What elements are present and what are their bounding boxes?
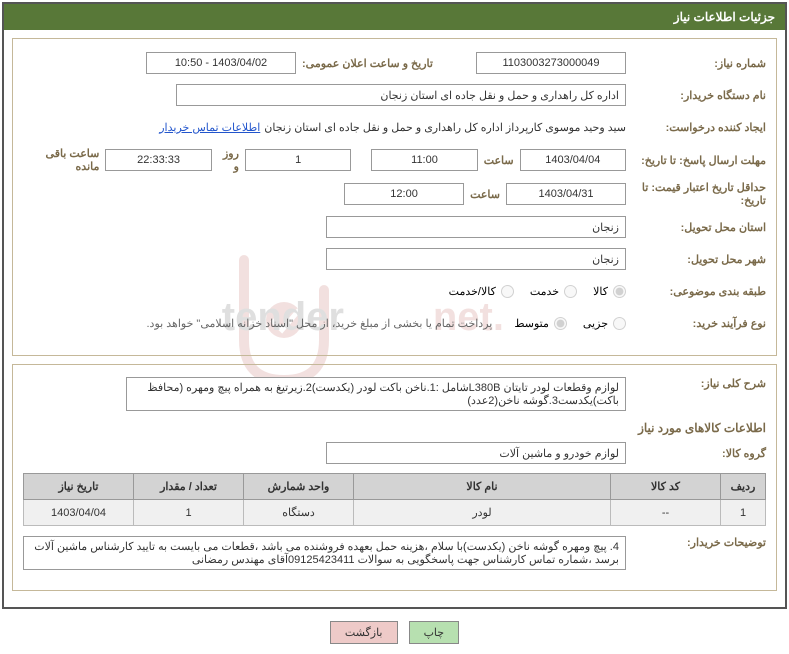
table-row: 1 -- لودر دستگاه 1 1403/04/04 <box>24 500 766 526</box>
back-button[interactable]: بازگشت <box>330 621 398 644</box>
deadline-time-field: 11:00 <box>371 149 477 171</box>
counter-field: 22:33:33 <box>105 149 211 171</box>
buy-radio-minor[interactable]: جزیی <box>571 317 626 330</box>
col-name: نام کالا <box>354 474 611 500</box>
valid-date-field: 1403/04/31 <box>506 183 626 205</box>
valid-label: حداقل تاریخ اعتبار قیمت: تا تاریخ: <box>626 181 766 207</box>
buy-note: پرداخت تمام یا بخشی از مبلغ خرید، از محل… <box>147 317 493 330</box>
deadline-date-field: 1403/04/04 <box>520 149 626 171</box>
buyer-field: اداره کل راهداری و حمل و نقل جاده ای است… <box>176 84 626 106</box>
buyer-note-label: توضیحات خریدار: <box>626 536 766 549</box>
page-header: جزئیات اطلاعات نیاز <box>4 4 785 30</box>
city-label: شهر محل تحویل: <box>626 253 766 266</box>
valid-time-field: 12:00 <box>344 183 464 205</box>
category-radio-group: کالا خدمت کالا/خدمت <box>437 285 626 298</box>
announce-date-field: 1403/04/02 - 10:50 <box>146 52 296 74</box>
time-label-1: ساعت <box>478 154 520 167</box>
need-no-label: شماره نیاز: <box>626 57 766 70</box>
announce-date-label: تاریخ و ساعت اعلان عمومی: <box>296 57 476 70</box>
deadline-label: مهلت ارسال پاسخ: تا تاریخ: <box>626 154 766 167</box>
cat-radio-both[interactable]: کالا/خدمت <box>437 285 514 298</box>
desc-field: لوازم وقطعات لودر تایتان L380Bشامل :1.نا… <box>126 377 626 411</box>
buy-radio-medium[interactable]: متوسط <box>502 317 567 330</box>
days-field: 1 <box>245 149 351 171</box>
creator-text: سید وحید موسوی کارپرداز اداره کل راهداری… <box>264 121 626 134</box>
col-qty: تعداد / مقدار <box>134 474 244 500</box>
province-label: استان محل تحویل: <box>626 221 766 234</box>
col-row: ردیف <box>721 474 766 500</box>
city-field: زنجان <box>326 248 626 270</box>
contact-link[interactable]: اطلاعات تماس خریدار <box>159 121 260 134</box>
goods-table: ردیف کد کالا نام کالا واحد شمارش تعداد /… <box>23 473 766 526</box>
col-unit: واحد شمارش <box>244 474 354 500</box>
col-code: کد کالا <box>611 474 721 500</box>
buyproc-radio-group: جزیی متوسط <box>502 317 626 330</box>
group-label: گروه کالا: <box>626 447 766 460</box>
category-label: طبقه بندی موضوعی: <box>626 285 766 298</box>
cat-radio-service[interactable]: خدمت <box>518 285 577 298</box>
print-button[interactable]: چاپ <box>409 621 460 644</box>
remain-label: ساعت باقی مانده <box>23 147 105 173</box>
button-row: چاپ بازگشت <box>0 611 789 654</box>
goods-title: اطلاعات کالاهای مورد نیاز <box>23 421 766 435</box>
time-label-2: ساعت <box>464 188 506 201</box>
need-no-field: 1103003273000049 <box>476 52 626 74</box>
main-info-section: شماره نیاز: 1103003273000049 تاریخ و ساع… <box>12 38 777 356</box>
desc-section: شرح کلی نیاز: لوازم وقطعات لودر تایتان L… <box>12 364 777 591</box>
province-field: زنجان <box>326 216 626 238</box>
desc-label: شرح کلی نیاز: <box>626 377 766 390</box>
group-field: لوازم خودرو و ماشین آلات <box>326 442 626 464</box>
buyer-note-field: 4. پیچ ومهره گوشه ناخن (یکدست)با سلام ،ه… <box>23 536 626 570</box>
days-label: روز و <box>212 147 245 173</box>
cat-radio-goods[interactable]: کالا <box>581 285 626 298</box>
buyer-label: نام دستگاه خریدار: <box>626 89 766 102</box>
creator-label: ایجاد کننده درخواست: <box>626 121 766 134</box>
buyproc-label: نوع فرآیند خرید: <box>626 317 766 330</box>
col-date: تاریخ نیاز <box>24 474 134 500</box>
